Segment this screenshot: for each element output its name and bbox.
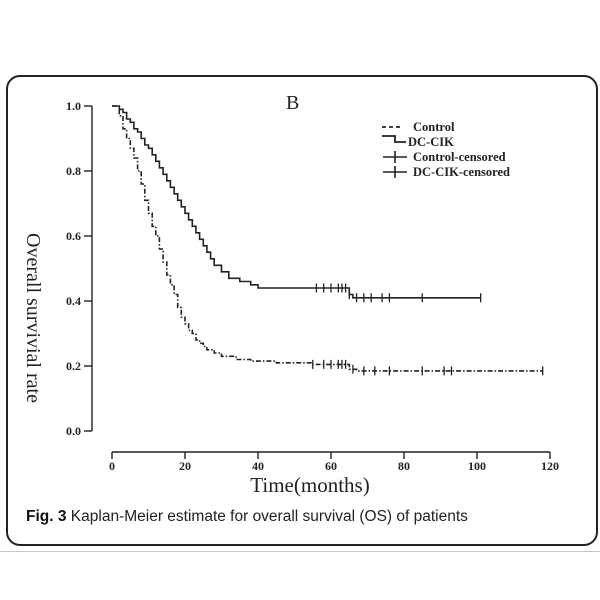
legend-swatch-dc-cik-censored <box>383 166 407 178</box>
y-tick-label: 1.0 <box>66 99 81 113</box>
x-tick-label: 0 <box>109 459 115 473</box>
y-tick-label: 0.0 <box>66 424 81 438</box>
y-tick-label: 0.2 <box>66 359 81 373</box>
panel-label: B <box>286 92 299 114</box>
chart-axes: 0.0 0.2 0.4 0.6 0.8 1.0 0 20 40 60 80 100 120 <box>66 99 559 473</box>
divider-line <box>0 551 600 552</box>
x-axis-title: Time(months) <box>250 473 369 497</box>
x-tick-label: 60 <box>325 459 337 473</box>
x-tick-label: 40 <box>252 459 264 473</box>
caption-label: Fig. 3 <box>26 508 67 525</box>
y-tick-label: 0.8 <box>66 164 81 178</box>
y-tick-label: 0.4 <box>66 294 81 308</box>
figure-frame <box>6 75 598 546</box>
curve-dc-cik <box>112 105 481 299</box>
chart-curves <box>112 105 544 376</box>
caption-text: Kaplan-Meier estimate for overall surviv… <box>70 508 468 525</box>
y-axis-title: Overall survivial rate <box>22 233 44 403</box>
x-tick-label: 120 <box>541 459 559 473</box>
x-tick-label: 80 <box>398 459 410 473</box>
x-tick-label: 20 <box>179 459 191 473</box>
figure-caption: Fig. 3 Kaplan-Meier estimate for overall… <box>26 508 586 526</box>
legend-label-control-censored: Control-censored <box>413 150 506 164</box>
legend-label-control: Control <box>413 120 455 134</box>
curve-control <box>112 105 543 372</box>
x-tick-label: 100 <box>468 459 486 473</box>
legend: Control DC-CIK Control-censored DC-CIK-c… <box>382 120 510 179</box>
legend-swatch-control-censored <box>383 151 407 163</box>
y-tick-label: 0.6 <box>66 229 81 243</box>
legend-swatch-dc-cik <box>382 135 406 143</box>
legend-label-dc-cik: DC-CIK <box>408 135 454 149</box>
legend-label-dc-cik-censored: DC-CIK-censored <box>413 165 510 179</box>
